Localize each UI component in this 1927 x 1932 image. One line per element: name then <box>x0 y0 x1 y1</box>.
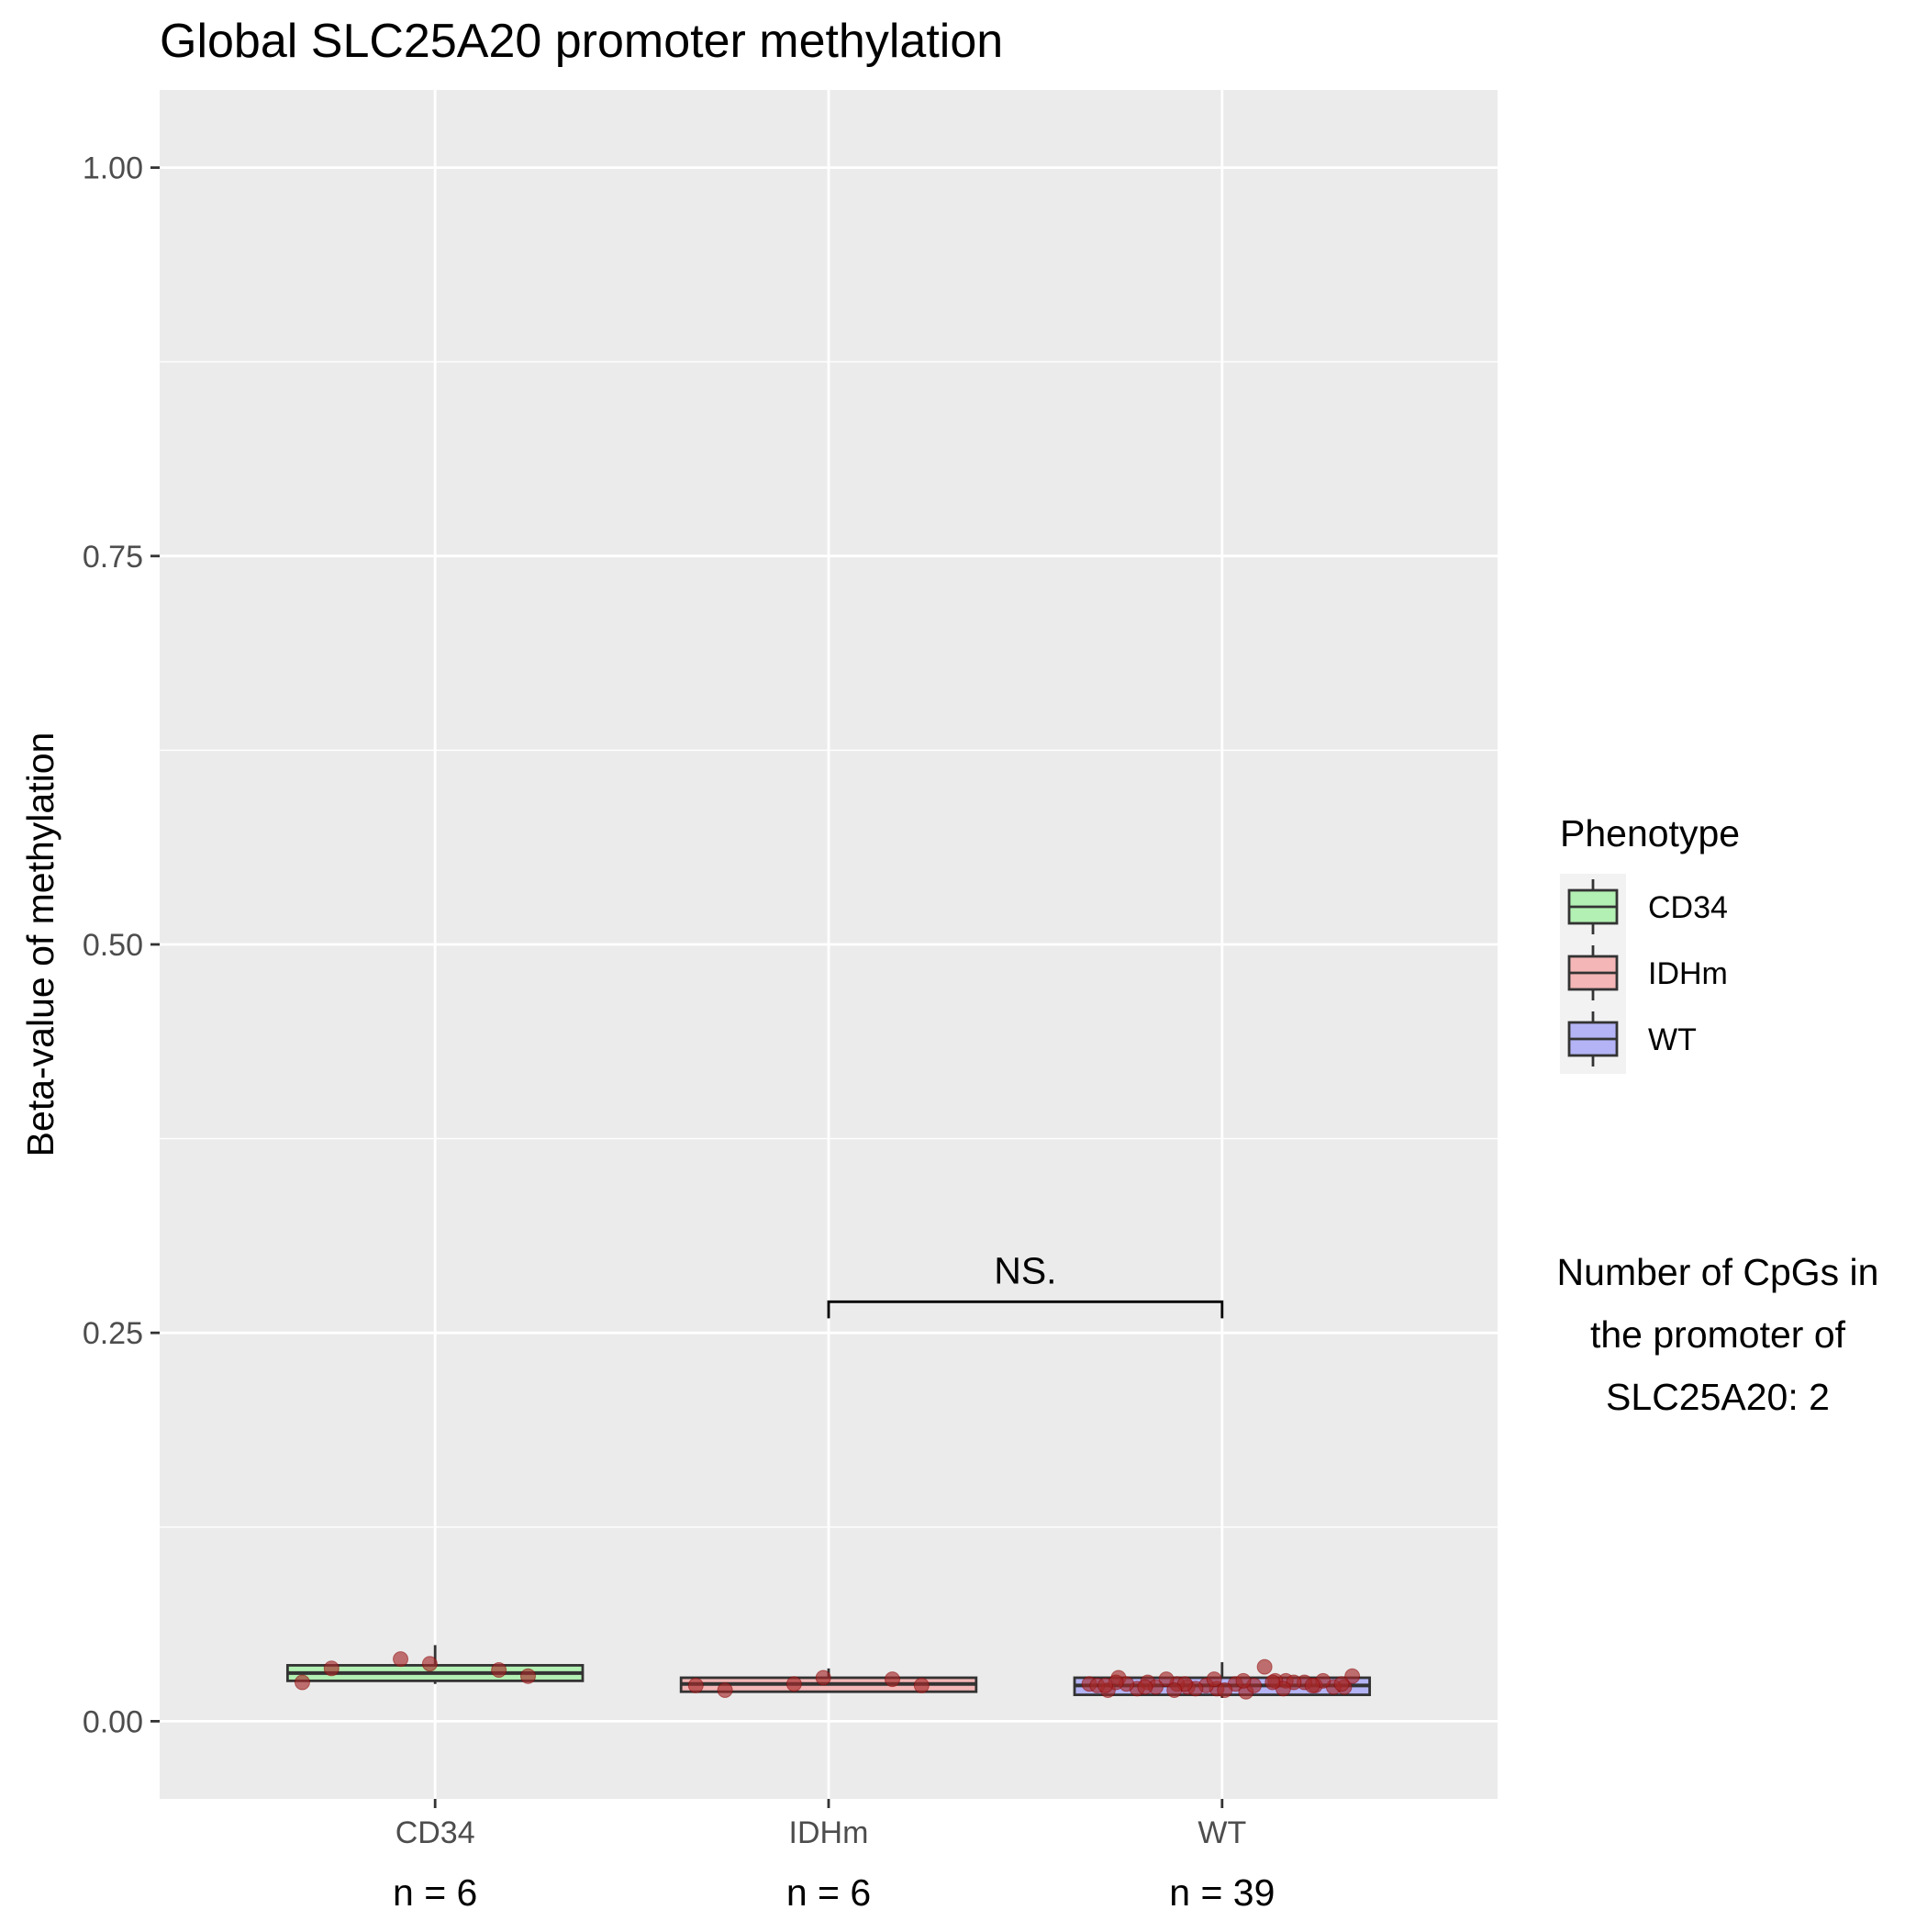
legend-label: WT <box>1648 1022 1697 1057</box>
cpg-annotation: Number of CpGs in the promoter of SLC25A20… <box>1557 1251 1879 1418</box>
data-point <box>1166 1682 1183 1699</box>
y-axis-title: Beta-value of methylation <box>19 732 61 1157</box>
sample-count: n = 6 <box>786 1871 871 1914</box>
annotation-line: Number of CpGs in <box>1557 1251 1879 1293</box>
legend-label: IDHm <box>1648 956 1728 991</box>
data-point <box>1217 1682 1233 1699</box>
data-point <box>1304 1677 1320 1693</box>
data-point <box>815 1670 831 1686</box>
y-tick-label: 0.00 <box>83 1704 143 1739</box>
data-point <box>785 1676 802 1692</box>
data-point <box>393 1651 409 1668</box>
annotation-line: SLC25A20: 2 <box>1606 1376 1830 1418</box>
data-point <box>1235 1672 1252 1689</box>
sample-count: n = 39 <box>1169 1871 1275 1914</box>
legend: Phenotype CD34 IDHm WT <box>1560 812 1740 1074</box>
y-tick-label: 0.50 <box>83 928 143 963</box>
data-point <box>717 1682 733 1699</box>
chart-title: Global SLC25A20 promoter methylation <box>160 15 1003 68</box>
x-tick-label: CD34 <box>395 1815 475 1850</box>
point-layer <box>294 1651 1361 1700</box>
grid-layer <box>160 90 1498 1799</box>
y-axis: 0.00 0.25 0.50 0.75 1.00 <box>83 151 160 1739</box>
legend-label: CD34 <box>1648 890 1728 925</box>
data-point <box>491 1662 507 1679</box>
y-tick-label: 0.25 <box>83 1316 143 1351</box>
data-point <box>1256 1658 1273 1675</box>
sample-count: n = 6 <box>393 1871 477 1914</box>
data-point <box>1344 1668 1361 1684</box>
bracket-line <box>827 1300 1224 1319</box>
x-tick-label: WT <box>1197 1815 1246 1850</box>
annotation-line: the promoter of <box>1590 1313 1846 1356</box>
data-point <box>687 1677 704 1693</box>
y-tick-label: 1.00 <box>83 151 143 186</box>
y-tick-label: 0.75 <box>83 540 143 575</box>
data-point <box>1206 1671 1222 1688</box>
data-point <box>1333 1676 1350 1692</box>
data-point <box>913 1677 930 1693</box>
x-tick-label: IDHm <box>789 1815 869 1850</box>
data-point <box>519 1668 536 1684</box>
legend-title: Phenotype <box>1560 812 1740 854</box>
x-axis: CD34 n = 6 IDHm n = 6 WT n = 39 <box>393 1799 1275 1914</box>
data-point <box>294 1674 310 1691</box>
data-point <box>1097 1677 1113 1693</box>
data-point <box>323 1660 340 1677</box>
significance-bracket: NS. <box>827 1249 1224 1319</box>
data-point <box>421 1656 438 1672</box>
data-point <box>1137 1679 1153 1695</box>
significance-label: NS. <box>994 1249 1056 1291</box>
data-point <box>1158 1671 1175 1688</box>
data-point <box>884 1671 900 1688</box>
data-point <box>1264 1674 1281 1691</box>
